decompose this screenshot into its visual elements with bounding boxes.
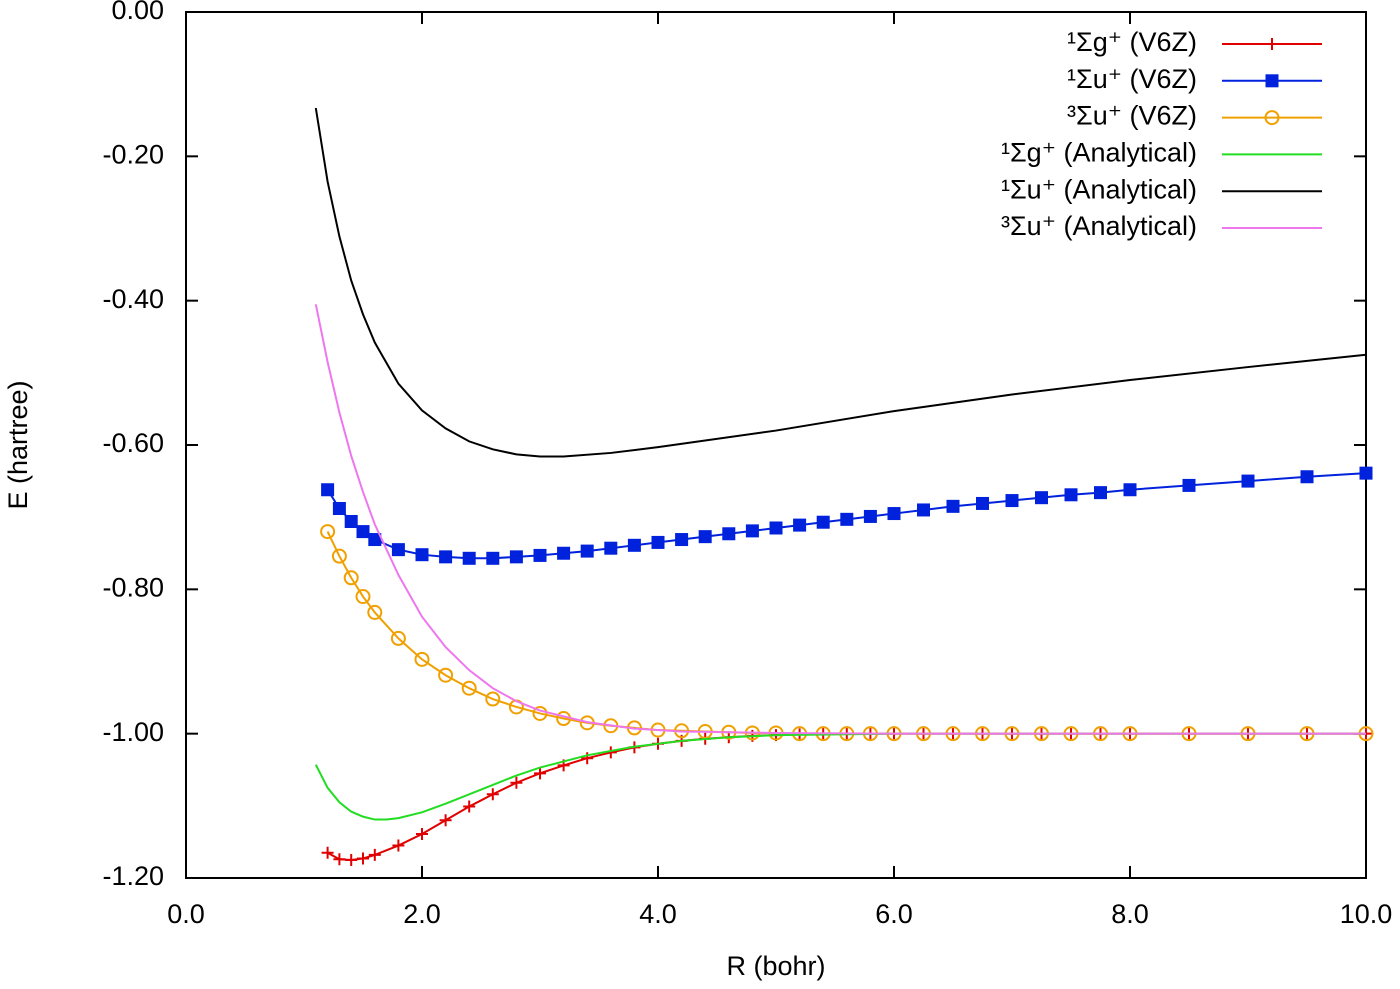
circle-marker (320, 524, 336, 540)
x-tick-label: 4.0 (639, 899, 677, 929)
y-tick-label: -0.80 (102, 572, 164, 602)
square-marker (1094, 486, 1107, 500)
legend-label: ³Σu⁺ (V6Z) (1067, 101, 1197, 131)
plus-marker (439, 814, 452, 827)
square-marker (887, 507, 901, 521)
series-line (327, 732, 1366, 861)
x-tick-label: 10.0 (1340, 899, 1393, 929)
square-marker (745, 524, 759, 538)
square-marker (769, 521, 783, 535)
square-marker (1300, 470, 1314, 484)
square-marker (976, 496, 989, 510)
circle-marker (343, 570, 359, 586)
y-tick-label: -0.60 (102, 428, 164, 458)
square-marker (604, 541, 618, 555)
series-line (314, 107, 1367, 458)
square-marker (462, 551, 476, 565)
square-marker (321, 483, 335, 497)
circle-marker (331, 548, 347, 564)
square-marker (793, 518, 807, 532)
x-tick-label: 8.0 (1111, 899, 1149, 929)
y-tick-label: -0.20 (102, 139, 164, 169)
square-marker (580, 544, 594, 558)
square-marker (1182, 478, 1196, 492)
circle-marker (414, 651, 430, 667)
plus-marker (463, 800, 476, 813)
x-tick-label: 6.0 (875, 899, 913, 929)
plus-marker (357, 852, 369, 865)
square-marker (1265, 74, 1279, 88)
circle-marker (355, 589, 371, 605)
square-marker (1064, 488, 1078, 502)
plus-marker (333, 853, 346, 866)
legend-label: ³Σu⁺ (Analytical) (1001, 211, 1197, 241)
square-marker (675, 533, 689, 547)
series-line (326, 531, 1366, 735)
square-marker (368, 533, 382, 547)
plus-marker (510, 776, 523, 789)
square-marker (1005, 494, 1019, 508)
square-marker (651, 535, 665, 549)
circle-marker (438, 667, 454, 683)
series-line (314, 732, 1366, 821)
square-marker (917, 503, 930, 517)
legend-label: ¹Σu⁺ (V6Z) (1067, 64, 1197, 94)
y-tick-label: -0.40 (102, 284, 164, 314)
square-marker (557, 546, 571, 560)
y-tick-label: -1.00 (102, 717, 164, 747)
circle-marker (390, 630, 406, 646)
square-marker (840, 512, 854, 526)
plot-frame (185, 11, 1367, 879)
plus-marker (534, 767, 546, 780)
plus-marker (486, 788, 499, 801)
circle-marker (1264, 110, 1280, 126)
square-marker (439, 550, 453, 564)
y-tick-label: 0.00 (111, 0, 164, 25)
square-marker (1123, 483, 1137, 497)
series-line (314, 304, 1366, 735)
square-marker (415, 548, 429, 562)
square-marker (509, 550, 523, 564)
x-axis-label: R (bohr) (726, 951, 825, 981)
square-marker (816, 515, 830, 529)
legend-label: ¹Σg⁺ (Analytical) (1001, 138, 1197, 168)
legend-label: ¹Σg⁺ (V6Z) (1067, 27, 1197, 57)
square-marker (332, 502, 346, 516)
plus-marker (368, 848, 381, 861)
circle-marker (485, 691, 501, 707)
plus-marker (321, 846, 334, 859)
plus-marker (416, 827, 428, 840)
circle-marker (461, 680, 477, 696)
square-marker (722, 527, 736, 541)
square-marker (1359, 466, 1373, 480)
square-marker (1241, 474, 1255, 488)
y-axis-label: E (hartree) (3, 380, 33, 509)
plus-marker (1266, 38, 1278, 50)
y-tick-label: -1.20 (102, 861, 164, 891)
square-marker (946, 499, 960, 513)
square-marker (698, 530, 712, 544)
circle-marker (367, 604, 383, 620)
square-marker (1035, 491, 1048, 505)
square-marker (391, 543, 405, 557)
square-marker (863, 509, 877, 523)
square-marker (533, 548, 547, 562)
x-tick-label: 2.0 (403, 899, 441, 929)
x-tick-label: 0.0 (167, 899, 205, 929)
circle-marker (532, 705, 548, 721)
square-marker (486, 551, 500, 565)
square-marker (356, 525, 370, 539)
plus-marker (345, 853, 358, 866)
square-marker (344, 514, 358, 528)
plus-marker (392, 839, 405, 852)
square-marker (627, 538, 641, 552)
legend-label: ¹Σu⁺ (Analytical) (1001, 174, 1197, 204)
plus-marker (581, 752, 594, 765)
